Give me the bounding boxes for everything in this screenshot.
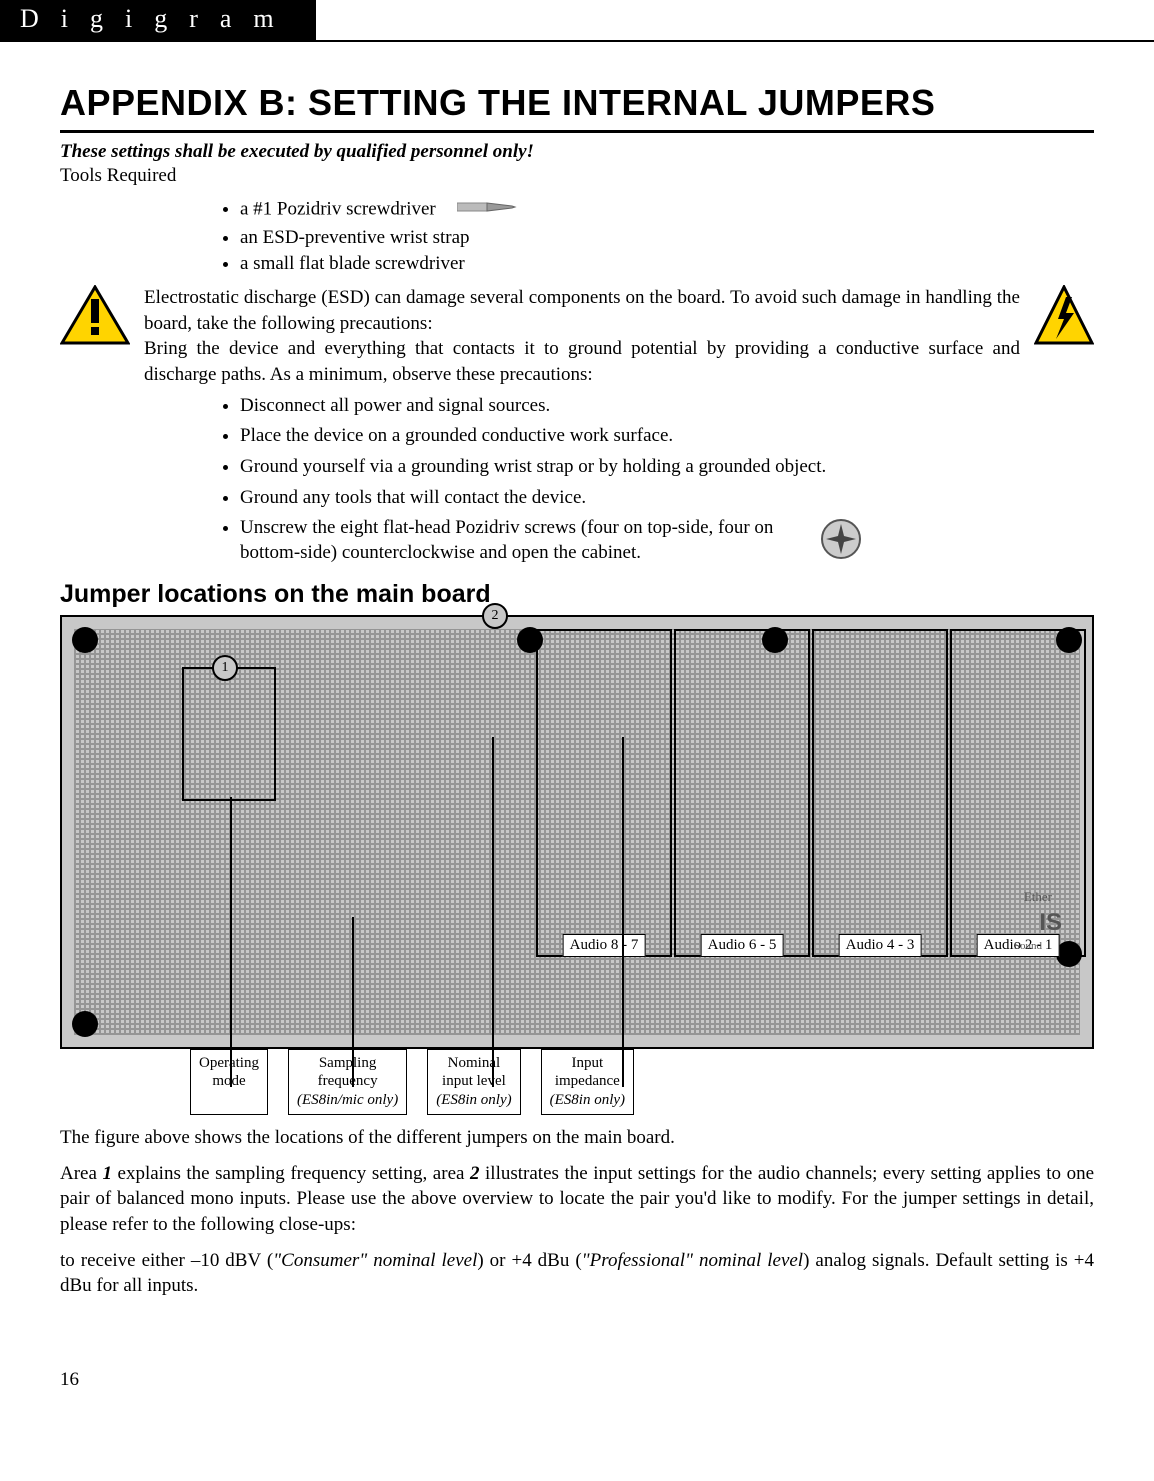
tool-item: a small flat blade screwdriver	[240, 253, 1094, 275]
tools-label: Tools Required	[60, 165, 1094, 187]
esd-paragraph: Electrostatic discharge (ESD) can damage…	[144, 285, 1020, 388]
leader-line	[352, 917, 354, 1087]
callout-line2: mode	[199, 1072, 259, 1091]
precaution-item: Ground yourself via a grounding wrist st…	[240, 455, 1094, 480]
callout-nominal-level: Nominal input level (ES8in only)	[427, 1049, 520, 1115]
tool-item: a #1 Pozidriv screwdriver	[240, 197, 1094, 223]
callout-sub: (ES8in/mic only)	[297, 1091, 398, 1110]
txt: ) or +4 dBu (	[477, 1250, 581, 1271]
audio-pair-label: Audio 8 - 7	[563, 934, 646, 957]
level-explanation: to receive either –10 dBV ("Consumer" no…	[60, 1248, 1094, 1299]
qualified-warning: These settings shall be executed by qual…	[60, 141, 1094, 163]
callout-line1: Input	[550, 1054, 625, 1073]
esd-bolt-icon	[1034, 285, 1094, 355]
tool-item: an ESD-preventive wrist strap	[240, 227, 1094, 249]
leader-line	[622, 737, 624, 1087]
header-rule	[0, 40, 1154, 42]
figure-caption: The figure above shows the locations of …	[60, 1125, 1094, 1151]
callout-line2: impedance	[550, 1072, 625, 1091]
ether-label: Ether	[1024, 889, 1052, 905]
precaution-item: Place the device on a grounded conductiv…	[240, 424, 1094, 449]
esd-p2: Bring the device and everything that con…	[144, 338, 1020, 385]
callout-line2: frequency	[297, 1072, 398, 1091]
tool-text: a #1 Pozidriv screwdriver	[240, 198, 436, 219]
area-1-badge: 1	[212, 655, 238, 681]
area-ref-1: 1	[102, 1163, 112, 1184]
txt: Area	[60, 1163, 102, 1184]
txt: to receive either –10 dBV (	[60, 1250, 273, 1271]
jumper-heading: Jumper locations on the main board	[60, 580, 1094, 609]
callout-line1: Sampling	[297, 1054, 398, 1073]
area-2-box: Audio 8 - 7	[536, 629, 672, 957]
callout-sub: (ES8in only)	[550, 1091, 625, 1110]
callout-line2: input level	[436, 1072, 511, 1091]
tools-list: a #1 Pozidriv screwdriver an ESD-prevent…	[240, 197, 1094, 275]
precaution-item: Unscrew the eight flat-head Pozidriv scr…	[240, 516, 1094, 565]
screwdriver-icon	[457, 197, 517, 223]
area-2-box: Audio 6 - 5	[674, 629, 810, 957]
area-2-box: Audio 4 - 3	[812, 629, 948, 957]
callout-line1: Operating	[199, 1054, 259, 1073]
area-2-badge: 2	[482, 603, 508, 629]
leader-line	[230, 797, 232, 1087]
callout-input-impedance: Input impedance (ES8in only)	[541, 1049, 634, 1115]
board-diagram: 1 Audio 8 - 7 Audio 6 - 5 Audio 4 - 3 Au…	[60, 615, 1094, 1049]
precautions-list: Disconnect all power and signal sources.…	[240, 394, 1094, 566]
area-1-box	[182, 667, 276, 801]
sound-label: Sound	[1014, 940, 1042, 952]
txt: explains the sampling frequency setting,…	[112, 1163, 470, 1184]
screw-head-icon	[820, 518, 862, 560]
consumer-level: "Consumer" nominal level	[273, 1250, 477, 1271]
page-number: 16	[60, 1369, 1094, 1391]
professional-level: "Professional" nominal level	[582, 1250, 803, 1271]
callout-sub: (ES8in only)	[436, 1091, 511, 1110]
brand-header: Digigram	[0, 0, 316, 40]
mounting-hole-icon	[72, 1011, 98, 1037]
callout-operating-mode: Operating mode	[190, 1049, 268, 1115]
is-label: IS	[1039, 909, 1062, 937]
area-2-box: Audio 2 - 1	[950, 629, 1086, 957]
callout-row: Operating mode Sampling frequency (ES8in…	[190, 1049, 1094, 1115]
precaution-text: Unscrew the eight flat-head Pozidriv scr…	[240, 516, 800, 565]
area-explanation: Area 1 explains the sampling frequency s…	[60, 1161, 1094, 1238]
audio-pair-label: Audio 6 - 5	[701, 934, 784, 957]
callout-line1: Nominal	[436, 1054, 511, 1073]
audio-pair-label: Audio 4 - 3	[839, 934, 922, 957]
esd-p1: Electrostatic discharge (ESD) can damage…	[144, 287, 1020, 334]
page-title: APPENDIX B: SETTING THE INTERNAL JUMPERS	[60, 82, 1094, 133]
mounting-hole-icon	[72, 627, 98, 653]
leader-line	[492, 737, 494, 1087]
precaution-item: Ground any tools that will contact the d…	[240, 486, 1094, 511]
warning-triangle-icon	[60, 285, 130, 345]
callout-sampling-freq: Sampling frequency (ES8in/mic only)	[288, 1049, 407, 1115]
precaution-item: Disconnect all power and signal sources.	[240, 394, 1094, 419]
